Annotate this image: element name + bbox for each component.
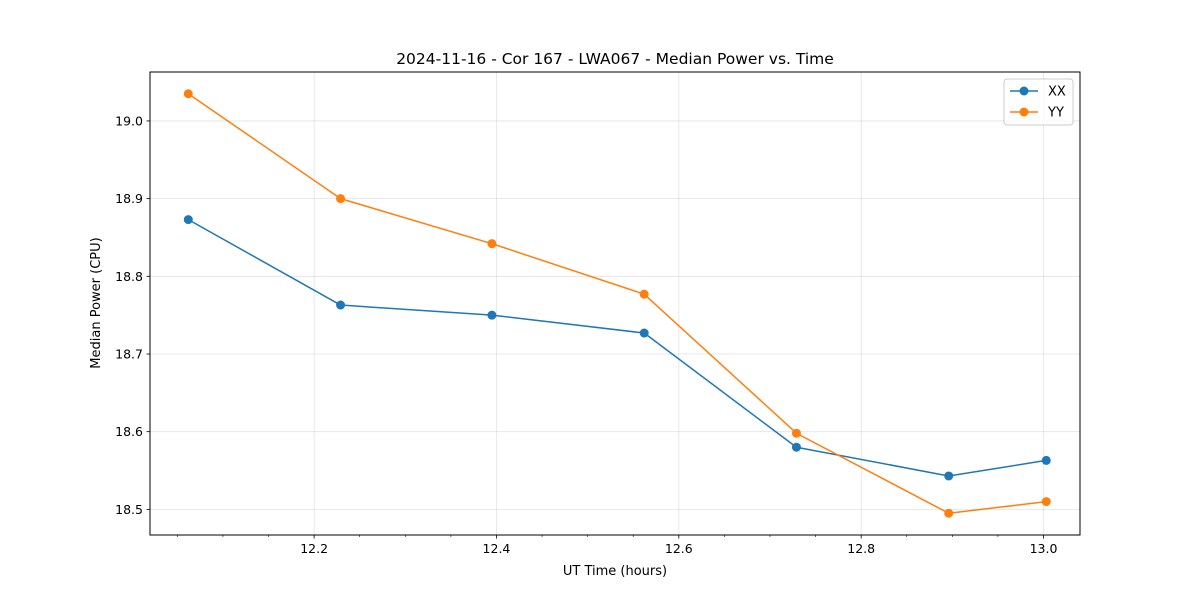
grid-lines: [150, 72, 1080, 535]
y-tick-label: 18.5: [115, 502, 143, 517]
x-tick-label: 12.2: [300, 541, 328, 556]
series-yy-point: [487, 239, 497, 249]
series-xx-point: [1041, 455, 1051, 465]
x-tick-label: 13.0: [1030, 541, 1058, 556]
legend: XX YY: [1003, 78, 1074, 126]
plot-frame: [149, 71, 1081, 536]
series-xx-point: [639, 328, 649, 338]
series-xx-point: [487, 310, 497, 320]
y-tick-label: 18.8: [115, 269, 143, 284]
y-tick-label: 18.9: [115, 191, 143, 206]
x-tick-label: 12.6: [665, 541, 693, 556]
x-tick-label: 12.4: [483, 541, 511, 556]
series-layer: [183, 89, 1051, 518]
chart-title: 2024-11-16 - Cor 167 - LWA067 - Median P…: [396, 50, 834, 68]
series-yy-point: [183, 89, 193, 99]
series-yy-point: [639, 289, 649, 299]
series-yy-point: [791, 428, 801, 438]
legend-xx-marker: [1019, 86, 1029, 96]
series-xx-point: [183, 215, 193, 225]
legend-yy-marker: [1019, 107, 1029, 117]
y-tick-label: 18.6: [115, 424, 143, 439]
series-xx-point: [336, 300, 346, 310]
series-xx-point: [944, 471, 954, 481]
legend-yy-label: YY: [1047, 106, 1064, 121]
series-yy-point: [1041, 497, 1051, 507]
y-tick-label: 19.0: [115, 113, 143, 128]
x-axis-title: UT Time (hours): [563, 564, 667, 579]
series-xx-point: [791, 442, 801, 452]
x-axis: 12.2 12.4 12.6 12.8 13.0: [177, 535, 1057, 556]
series-yy-point: [336, 194, 346, 204]
y-tick-label: 18.7: [115, 346, 143, 361]
y-axis-title: Median Power (CPU): [89, 237, 104, 368]
y-axis: 18.5 18.6 18.7 18.8 18.9 19.0: [115, 113, 150, 517]
legend-xx-label: XX: [1048, 85, 1066, 100]
series-yy-point: [944, 508, 954, 518]
x-tick-label: 12.8: [847, 541, 875, 556]
